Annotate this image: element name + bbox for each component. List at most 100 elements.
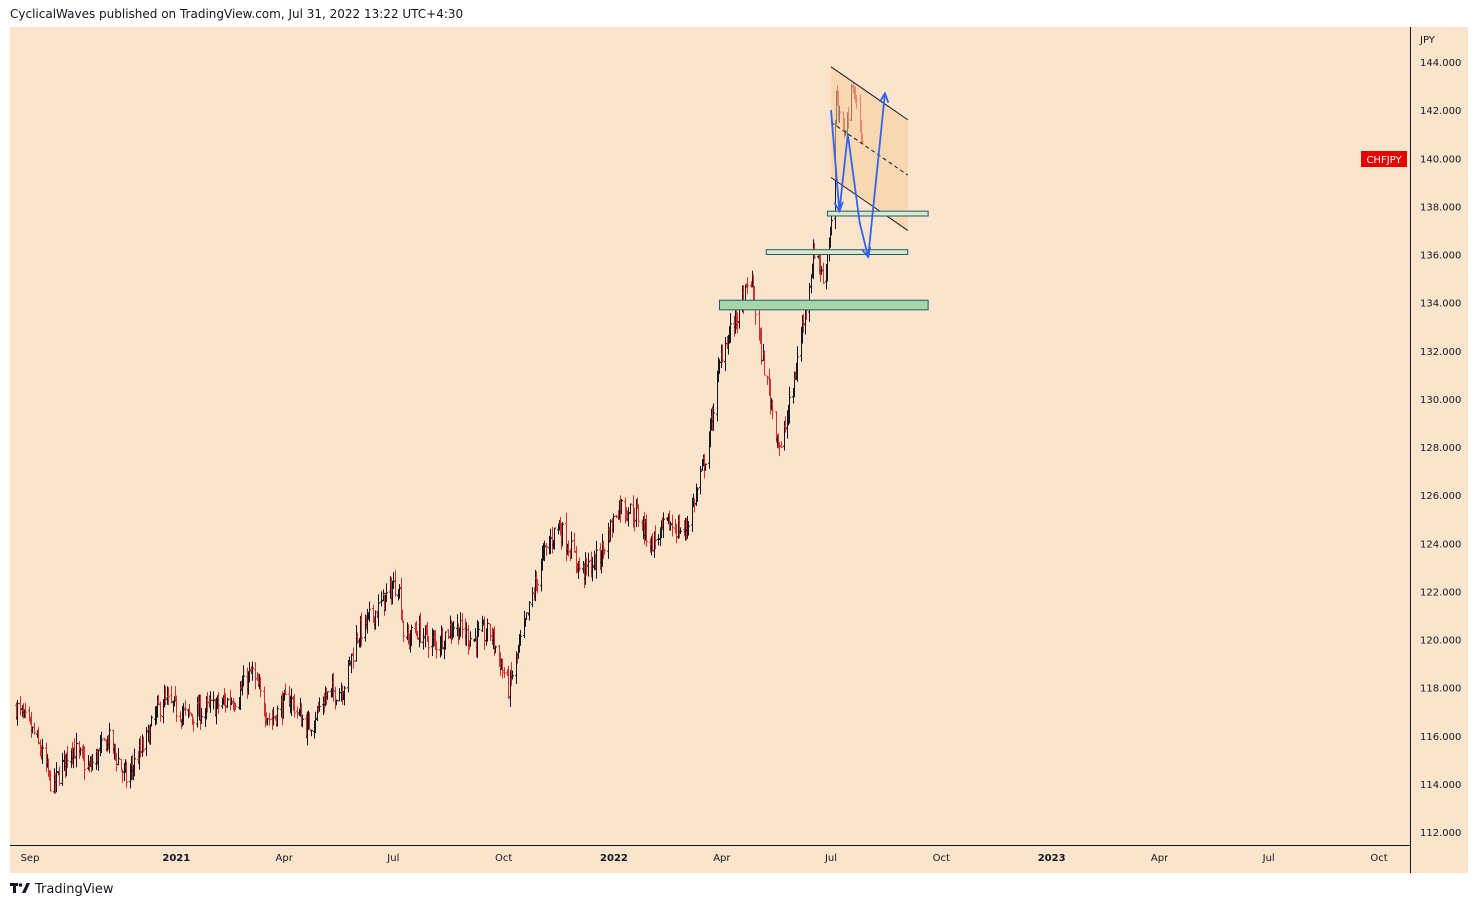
candle [108, 722, 111, 754]
candle [671, 514, 674, 537]
symbol-badge: CHFJPY [1361, 151, 1407, 167]
candle [310, 729, 313, 737]
candle [234, 702, 237, 710]
y-tick-label: 120.000 [1420, 636, 1461, 647]
y-tick-label: 116.000 [1420, 732, 1461, 743]
y-tick-label: 114.000 [1420, 780, 1461, 791]
candle [209, 691, 212, 713]
candle [699, 465, 702, 495]
candle [402, 620, 405, 642]
candle [184, 700, 187, 716]
candle [441, 627, 444, 650]
candle [654, 525, 657, 550]
candle [296, 706, 299, 719]
plot-background [10, 27, 1468, 873]
candle [284, 683, 287, 695]
candle [724, 336, 727, 372]
candle [37, 726, 40, 745]
candle [662, 512, 665, 539]
x-tick-label: 2023 [1038, 853, 1066, 864]
candle [507, 665, 510, 700]
y-tick-label: 138.000 [1420, 202, 1461, 213]
candle [669, 521, 672, 531]
candle [175, 695, 178, 722]
candle [150, 715, 153, 727]
candle [501, 658, 504, 679]
tradingview-logo-icon [10, 883, 30, 893]
candle [332, 672, 335, 702]
x-tick-label: Jul [386, 853, 399, 864]
candle [461, 612, 464, 639]
candle [595, 540, 598, 579]
candle [696, 487, 699, 502]
candle [427, 635, 430, 659]
candle [780, 441, 783, 448]
candle [645, 514, 648, 547]
candle [578, 557, 581, 572]
candle [494, 645, 497, 654]
candle [103, 738, 106, 741]
candle [368, 601, 371, 622]
support-zone [765, 249, 909, 255]
candle [784, 416, 787, 433]
candle [75, 732, 78, 768]
candle [651, 533, 654, 552]
projection-arrows [830, 91, 890, 259]
x-tick-label: Apr [713, 853, 731, 864]
candle [301, 714, 304, 728]
candle [41, 738, 44, 765]
candle [435, 641, 438, 659]
candle [573, 532, 576, 553]
candle [192, 719, 195, 732]
candle [100, 731, 103, 754]
candle [142, 736, 145, 753]
brand-footer[interactable]: TradingView [10, 880, 114, 898]
candle [675, 523, 678, 544]
candle [591, 556, 594, 582]
candle [290, 688, 293, 716]
candle [159, 701, 162, 722]
candle [217, 692, 220, 714]
candle [19, 696, 22, 716]
candle [326, 691, 329, 700]
candle [477, 621, 480, 637]
candle [629, 503, 632, 514]
candle [587, 552, 590, 577]
candle [620, 498, 623, 515]
candle [394, 570, 397, 597]
support-zone [826, 210, 929, 217]
channel-fill [831, 66, 908, 231]
candle [167, 687, 170, 706]
candle [377, 594, 380, 627]
y-tick-label: 134.000 [1420, 299, 1461, 310]
candle [760, 327, 763, 365]
candle [61, 752, 64, 787]
candle [33, 722, 36, 735]
zone-drawings [718, 210, 929, 311]
candle [139, 736, 142, 758]
candle [545, 543, 548, 556]
candle [121, 768, 124, 783]
candle [16, 700, 19, 726]
candle [416, 630, 419, 640]
candle [360, 612, 363, 647]
candle [820, 266, 823, 275]
candle [200, 707, 203, 724]
candle [519, 629, 522, 646]
candle [251, 661, 254, 681]
arrowhead-down-icon [833, 201, 844, 214]
candle [419, 612, 422, 644]
candle [97, 749, 100, 771]
candle [410, 624, 413, 646]
candle [511, 670, 514, 680]
candle [721, 344, 724, 363]
candle [314, 711, 317, 734]
candle [356, 632, 359, 644]
x-tick-label: 2022 [600, 853, 628, 864]
candle [657, 534, 660, 546]
candle [457, 623, 460, 645]
candle [385, 583, 388, 603]
candle [343, 686, 346, 706]
y-tick-label: 136.000 [1420, 251, 1461, 262]
